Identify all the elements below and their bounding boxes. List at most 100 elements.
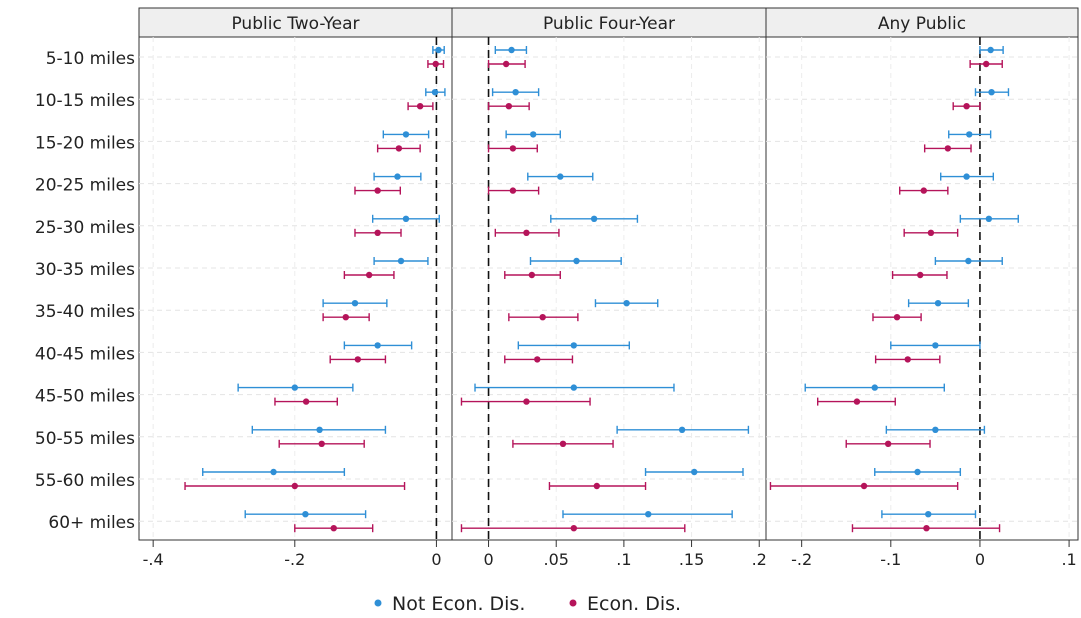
x-tick-label: .1 [616, 550, 631, 569]
data-point [366, 272, 372, 278]
data-point [530, 131, 536, 137]
legend-label: Not Econ. Dis. [392, 593, 525, 615]
data-point [331, 525, 337, 531]
data-point [935, 300, 941, 306]
data-point [510, 145, 516, 151]
data-point [292, 483, 298, 489]
data-point [573, 258, 579, 264]
data-point [510, 187, 516, 193]
row-label: 20-25 miles [35, 176, 135, 196]
row-label: 30-35 miles [35, 260, 135, 280]
data-point [302, 511, 308, 517]
panel-frame [452, 37, 766, 540]
data-point [433, 61, 439, 67]
data-point [398, 258, 404, 264]
x-tick-label: -.2 [791, 550, 812, 569]
x-tick-label: 0 [431, 550, 441, 569]
x-tick-label: .15 [679, 550, 704, 569]
data-point [534, 356, 540, 362]
data-point [983, 61, 989, 67]
data-point [503, 61, 509, 67]
panel-frame [766, 37, 1078, 540]
data-point [374, 230, 380, 236]
data-point [963, 173, 969, 179]
data-point [571, 384, 577, 390]
data-point [319, 441, 325, 447]
x-tick-label: -.1 [880, 550, 901, 569]
data-point [343, 314, 349, 320]
data-point [691, 469, 697, 475]
data-point [594, 483, 600, 489]
legend-marker [570, 600, 577, 607]
data-point [557, 173, 563, 179]
data-point [435, 47, 441, 53]
data-point [432, 89, 438, 95]
data-point [417, 103, 423, 109]
x-tick-label: .05 [543, 550, 568, 569]
data-point [894, 314, 900, 320]
data-point [905, 356, 911, 362]
data-point [885, 441, 891, 447]
data-point [932, 427, 938, 433]
x-tick-label: -.2 [284, 550, 305, 569]
data-point [303, 398, 309, 404]
data-point [679, 427, 685, 433]
data-point [523, 230, 529, 236]
data-point [571, 342, 577, 348]
data-point [316, 427, 322, 433]
data-point [623, 300, 629, 306]
data-point [872, 384, 878, 390]
panel-frame [139, 37, 452, 540]
data-point [374, 342, 380, 348]
data-point [512, 89, 518, 95]
data-point [923, 525, 929, 531]
data-point [921, 187, 927, 193]
data-point [987, 47, 993, 53]
data-point [270, 469, 276, 475]
row-label: 60+ miles [48, 513, 135, 533]
row-label: 25-30 miles [35, 218, 135, 238]
data-point [506, 103, 512, 109]
data-point [355, 356, 361, 362]
data-point [945, 145, 951, 151]
data-point [374, 187, 380, 193]
row-label: 35-40 miles [35, 302, 135, 322]
row-label: 40-45 miles [35, 344, 135, 364]
x-tick-label: 0 [975, 550, 985, 569]
data-point [965, 258, 971, 264]
row-label: 45-50 miles [35, 387, 135, 407]
panel-title: Public Two-Year [231, 14, 359, 34]
data-point [529, 272, 535, 278]
data-point [917, 272, 923, 278]
x-tick-label: 0 [483, 550, 493, 569]
x-tick-label: -.4 [143, 550, 164, 569]
data-point [539, 314, 545, 320]
row-label: 55-60 miles [35, 471, 135, 491]
data-point [508, 47, 514, 53]
data-point [591, 216, 597, 222]
data-point [861, 483, 867, 489]
legend-marker [375, 600, 382, 607]
row-label: 50-55 miles [35, 429, 135, 449]
data-point [854, 398, 860, 404]
x-tick-label: .2 [752, 550, 767, 569]
data-point [571, 525, 577, 531]
data-point [403, 131, 409, 137]
data-point [914, 469, 920, 475]
data-point [988, 89, 994, 95]
row-label: 15-20 miles [35, 133, 135, 153]
data-point [925, 511, 931, 517]
data-point [963, 103, 969, 109]
data-point [394, 173, 400, 179]
legend-label: Econ. Dis. [587, 593, 681, 615]
x-tick-label: .1 [1061, 550, 1076, 569]
data-point [645, 511, 651, 517]
data-point [560, 441, 566, 447]
data-point [352, 300, 358, 306]
data-point [403, 216, 409, 222]
panel-title: Public Four-Year [543, 14, 675, 34]
data-point [928, 230, 934, 236]
row-label: 10-15 miles [35, 91, 135, 111]
data-point [292, 384, 298, 390]
